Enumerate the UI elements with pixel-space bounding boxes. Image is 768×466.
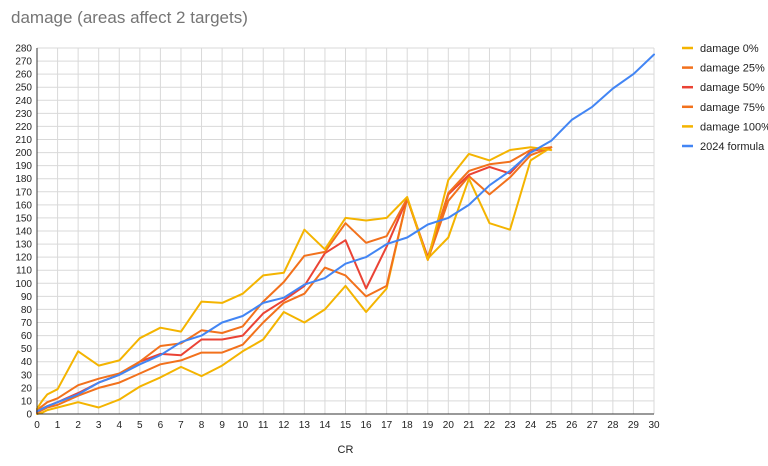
x-tick-label: 20 — [443, 420, 455, 431]
y-tick-label: 60 — [21, 331, 33, 342]
y-tick-label: 190 — [15, 161, 32, 172]
chart-title: damage (areas affect 2 targets) — [11, 8, 248, 27]
x-tick-label: 3 — [96, 420, 102, 431]
x-tick-label: 24 — [525, 420, 537, 431]
x-tick-label: 2 — [75, 420, 81, 431]
y-tick-label: 250 — [15, 83, 32, 94]
legend-item: damage 100% — [682, 121, 768, 133]
x-axis-label: CR — [338, 444, 354, 456]
x-tick-label: 26 — [566, 420, 578, 431]
axes — [36, 48, 654, 415]
y-tick-label: 220 — [15, 122, 32, 133]
legend-label: damage 50% — [700, 82, 765, 94]
legend-item: damage 75% — [682, 102, 765, 114]
y-tick-label: 260 — [15, 70, 32, 81]
legend-label: damage 75% — [700, 102, 765, 114]
x-tick-label: 4 — [116, 420, 122, 431]
y-tick-label: 150 — [15, 213, 32, 224]
y-tick-label: 100 — [15, 279, 32, 290]
y-tick-label: 30 — [21, 370, 33, 381]
legend-label: 2024 formula — [700, 141, 765, 153]
y-tick-label: 210 — [15, 135, 32, 146]
x-tick-label: 0 — [34, 420, 40, 431]
y-tick-label: 130 — [15, 240, 32, 251]
legend-label: damage 100% — [700, 121, 768, 133]
x-tick-label: 6 — [158, 420, 164, 431]
y-tick-label: 200 — [15, 148, 32, 159]
legend: damage 0% damage 25% damage 50% damage 75% d… — [682, 43, 768, 153]
x-tick-label: 27 — [587, 420, 599, 431]
x-tick-label: 13 — [299, 420, 311, 431]
x-tick-label: 22 — [484, 420, 496, 431]
legend-item: damage 0% — [682, 43, 759, 55]
series-line-damage-25- — [36, 146, 553, 414]
y-tick-label: 230 — [15, 109, 32, 120]
y-tick-label: 0 — [26, 410, 32, 421]
x-tick-label: 19 — [422, 420, 434, 431]
y-tick-label: 280 — [15, 44, 32, 55]
x-tick-label: 9 — [219, 420, 225, 431]
series-line-damage-50- — [36, 146, 553, 413]
x-tick-label: 7 — [178, 420, 184, 431]
y-tick-label: 40 — [21, 357, 33, 368]
y-tick-label: 120 — [15, 253, 32, 264]
y-tick-label: 110 — [16, 266, 32, 277]
x-tick-label: 30 — [648, 420, 660, 431]
x-tick-label: 5 — [137, 420, 143, 431]
x-tick-label: 16 — [361, 420, 373, 431]
x-tick-label: 15 — [340, 420, 352, 431]
legend-label: damage 0% — [700, 43, 759, 55]
x-tick-label: 12 — [278, 420, 290, 431]
series-lines — [36, 53, 655, 415]
series-line-damage-75- — [36, 146, 553, 412]
y-tick-label: 50 — [21, 344, 33, 355]
y-tick-label: 270 — [15, 57, 32, 68]
grid-lines — [36, 47, 655, 415]
x-tick-label: 25 — [546, 420, 558, 431]
legend-item: damage 50% — [682, 82, 765, 94]
y-tick-label: 20 — [21, 383, 33, 394]
x-tick-label: 1 — [55, 420, 61, 431]
series-line-damage-100- — [36, 146, 553, 410]
x-tick-label: 29 — [628, 420, 640, 431]
x-tick-label: 28 — [607, 420, 619, 431]
series-line-2024-formula — [36, 53, 655, 413]
x-tick-label: 21 — [463, 420, 475, 431]
x-tick-label: 14 — [319, 420, 331, 431]
y-tick-label: 80 — [21, 305, 33, 316]
legend-item: damage 25% — [682, 63, 765, 75]
y-tick-label: 70 — [21, 318, 33, 329]
y-tick-label: 10 — [21, 396, 33, 407]
series-line-damage-0- — [36, 146, 553, 415]
x-tick-label: 10 — [237, 420, 249, 431]
y-tick-label: 240 — [15, 96, 32, 107]
y-tick-label: 90 — [21, 292, 33, 303]
x-tick-label: 8 — [199, 420, 205, 431]
legend-item: 2024 formula — [682, 141, 765, 153]
y-tick-label: 140 — [15, 227, 32, 238]
y-axis-ticks: 0 10 20 30 40 50 60 70 80 90 100 110 120 130 140 150 160… — [15, 44, 32, 421]
y-tick-label: 170 — [15, 187, 32, 198]
x-axis-ticks: 0 1 2 3 4 5 6 7 8 9 10 11 12 13 14 15 16 17 18 19 20 21 22 23 24… — [34, 420, 660, 431]
x-tick-label: 11 — [258, 420, 269, 431]
x-tick-label: 17 — [381, 420, 393, 431]
legend-label: damage 25% — [700, 63, 765, 75]
x-tick-label: 18 — [402, 420, 414, 431]
y-tick-label: 160 — [15, 200, 32, 211]
x-tick-label: 23 — [504, 420, 516, 431]
y-tick-label: 180 — [15, 174, 32, 185]
